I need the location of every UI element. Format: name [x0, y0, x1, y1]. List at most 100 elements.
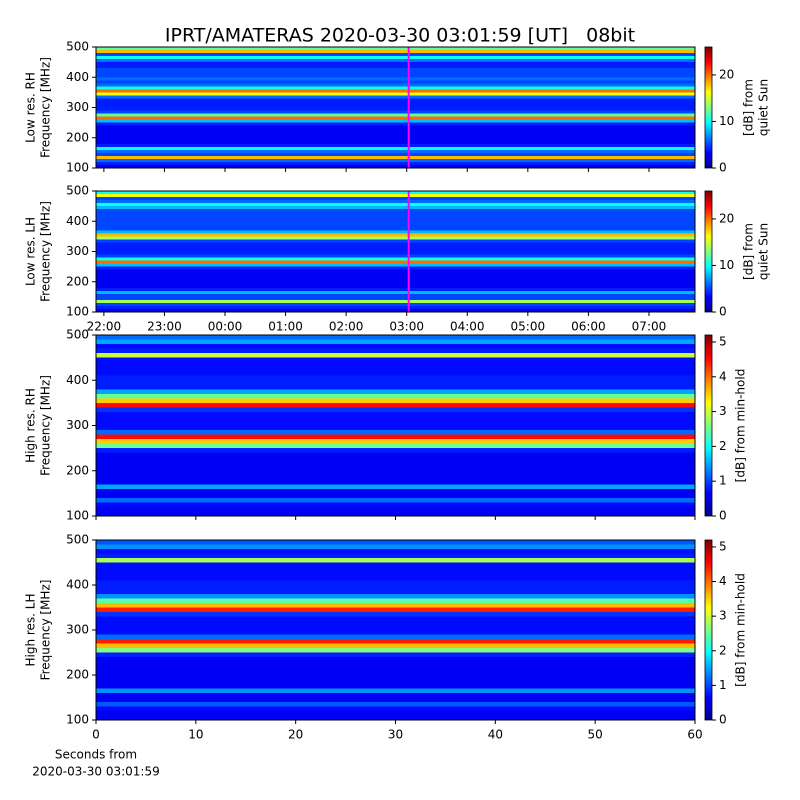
spectrum-cell [96, 284, 695, 288]
spectrum-cell [96, 411, 695, 417]
spectrum-cell [96, 269, 695, 273]
spectrum-cell [96, 576, 695, 581]
y-tick-label: 300 [66, 418, 89, 432]
spectrum-cell [96, 393, 695, 399]
y-tick-label: 100 [66, 509, 89, 523]
spectrum-cell [96, 278, 695, 282]
spectrum-cell [96, 430, 695, 435]
spectrum-cell [96, 630, 695, 635]
colorbar-tick-label: 1 [719, 678, 727, 692]
colorbar-tick-label: 0 [719, 713, 727, 727]
spectrum-cell [96, 506, 695, 512]
y-tick-label: 100 [66, 713, 89, 727]
spectrum-cell [96, 634, 695, 639]
spectrum-cell [96, 639, 695, 644]
spectrum-cell [96, 266, 695, 270]
spectrum-cell [96, 143, 695, 147]
y-tick-label: 200 [66, 130, 89, 144]
spectrum-cell [96, 357, 695, 363]
spectrum-cell [96, 92, 695, 96]
x-tick-label: 07:00 [632, 320, 667, 334]
spectrum-cell [96, 416, 695, 421]
y-axis-label: Frequency [MHz] [39, 375, 53, 476]
y-axis-label: High res. RH [24, 388, 38, 463]
spectrum-cell [96, 119, 695, 123]
y-tick-label: 300 [66, 623, 89, 637]
spectrum-cell [96, 302, 695, 306]
spectrum-cell [96, 688, 695, 693]
colorbar-tick-label: 0 [719, 509, 727, 523]
y-tick-label: 200 [66, 463, 89, 477]
spectrum-cell [96, 484, 695, 489]
x-tick-label: 23:00 [147, 320, 182, 334]
spectrum-cell [96, 86, 695, 90]
spectrum-cell [96, 585, 695, 590]
y-tick-label: 400 [66, 373, 89, 387]
colorbar-tick-label: 10 [719, 114, 734, 128]
spectrum-cell [96, 209, 695, 213]
y-tick-label: 500 [66, 328, 89, 342]
spectrum-cell [96, 290, 695, 294]
spectrum-cell [96, 448, 695, 453]
spectrum-cell [96, 221, 695, 225]
y-axis-label: Low res. LH [24, 217, 38, 286]
x-tick-label: 40 [488, 728, 503, 742]
spectrum-cell [96, 224, 695, 228]
x-axis-label: Seconds from [55, 748, 137, 762]
colorbar-tick-label: 4 [719, 369, 727, 383]
spectrum-cell [96, 158, 695, 162]
spectrum-cell [96, 553, 695, 558]
spectrum-cell [96, 643, 695, 648]
spectrum-cell [96, 122, 695, 126]
colorbar-label: [dB] from [742, 223, 756, 280]
spectrum-cell [96, 98, 695, 102]
spectrum-cell [96, 80, 695, 84]
colorbar-tick-label: 2 [719, 643, 727, 657]
spectrum-cell [96, 470, 695, 476]
x-tick-label: 0 [92, 728, 100, 742]
spectrum-cell [96, 134, 695, 138]
spectrum-cell [96, 679, 695, 684]
spectrum-cell [96, 344, 695, 349]
spectrum-cell [96, 239, 695, 243]
spectrum-cell [96, 71, 695, 75]
spectrum-cell [96, 375, 695, 381]
colorbar-tick-label: 20 [719, 211, 734, 225]
spectrum-cell [96, 140, 695, 144]
y-tick-label: 300 [66, 100, 89, 114]
y-axis-label: Frequency [MHz] [39, 201, 53, 302]
spectrum-cell [96, 101, 695, 105]
colorbar-label: quiet Sun [757, 223, 771, 280]
spectrum-cell [96, 116, 695, 120]
spectrum-cell [96, 558, 695, 563]
x-axis-label: 2020-03-30 03:01:59 [32, 765, 159, 779]
spectrum-cell [96, 197, 695, 201]
spectrum-cell [96, 540, 695, 545]
spectrum-cell [96, 452, 695, 458]
spectrum-cell [96, 612, 695, 617]
spectrum-cell [96, 137, 695, 141]
y-tick-label: 100 [66, 305, 89, 319]
spectrum-cell [96, 47, 695, 51]
x-tick-label: 60 [687, 728, 702, 742]
spectrum-cell [96, 675, 695, 680]
spectrum-cell [96, 251, 695, 255]
spectrum-cell [96, 308, 695, 312]
spectrum-cell [96, 146, 695, 150]
spectrum-cell [96, 621, 695, 626]
spectrum-cell [96, 95, 695, 99]
spectrum-cell [96, 227, 695, 231]
spectrum-cell [96, 461, 695, 467]
spectrum-cell [96, 407, 695, 412]
y-tick-label: 400 [66, 214, 89, 228]
spectrum-cell [96, 479, 695, 485]
spectrum-cell [96, 275, 695, 279]
colorbar-tick-label: 0 [719, 305, 727, 319]
y-axis-label: Frequency [MHz] [39, 580, 53, 681]
colorbar [704, 190, 713, 313]
spectrum-cell [96, 305, 695, 309]
spectrum-cell [96, 257, 695, 261]
spectrum-cell [96, 53, 695, 57]
spectrum-cell [96, 389, 695, 394]
spectrum-cell [96, 652, 695, 657]
